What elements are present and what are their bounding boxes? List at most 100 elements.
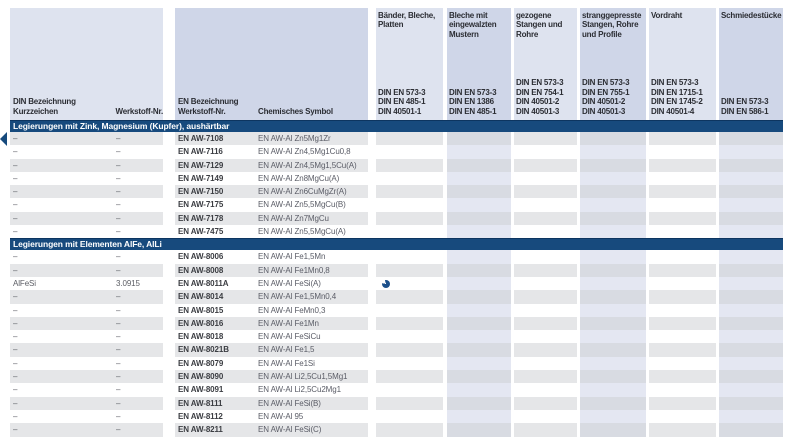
column-gutter [163,410,175,423]
din-standard-cell [376,132,443,146]
din-standard-cell [580,171,646,186]
cell-en-symbol: EN AW-7150 EN AW-Al Zn6CuMgZr(A) [175,185,368,199]
din-standard-cell [514,250,577,264]
en-werkstoff-nr-value: EN AW-8091 [178,385,224,395]
column-gutter [163,290,175,303]
din-kurzzeichen-value: – [13,187,18,197]
column-header-din-bezeichnung: DIN Bezeichnung Kurzzeichen [13,97,76,116]
chemisches-symbol-value: EN AW-Al Zn6CuMgZr(A) [258,187,347,197]
din-standard-cell [649,290,716,304]
din-standard-cell [447,225,511,239]
din-standard-cell [447,356,511,371]
cell-din-werkstoff: – – [10,409,163,424]
din-kurzzeichen-value: – [13,398,18,408]
din-standard-cell [649,303,716,317]
en-werkstoff-nr-value: EN AW-8079 [178,358,224,368]
din-standard-cell [514,396,577,410]
din-standard-cell [376,423,443,437]
chemisches-symbol-value: EN AW-Al Zn4,5Mg1Cu0,8 [258,147,351,157]
chemisches-symbol-value: EN AW-Al FeSi(B) [258,398,321,408]
table-row: – – EN AW-8090 EN AW-Al Li2,5Cu1,5Mg1 [10,370,783,384]
en-werkstoff-nr-value: EN AW-8014 [178,292,224,302]
en-werkstoff-nr-value: EN AW-7175 [178,200,224,210]
din-standard-cell [719,383,783,397]
cell-din-werkstoff: – – [10,132,163,146]
section-header: Legierungen mit Elementen AlFe, AlLi [10,238,783,251]
en-werkstoff-nr-value: EN AW-8016 [178,318,224,328]
din-kurzzeichen-value: – [13,332,18,342]
din-standard-cell [447,303,511,317]
werkstoff-nr-value: 3.0915 [116,278,140,288]
din-standard-cell [514,370,577,384]
cell-din-werkstoff: – – [10,225,163,239]
din-kurzzeichen-value: – [13,227,18,237]
chemisches-symbol-value: EN AW-Al Fe1,5Mn [258,252,326,262]
din-standard-cell [649,316,716,331]
din-standard-cell [514,198,577,212]
din-standard-cell [580,356,646,371]
din-standard-cell [447,145,511,159]
din-standard-cell [649,145,716,159]
cell-en-symbol: EN AW-7116 EN AW-Al Zn4,5Mg1Cu0,8 [175,145,368,159]
cell-din-werkstoff: – – [10,145,163,159]
row-pointer-icon [0,131,7,146]
chemisches-symbol-value: EN AW-Al Li2,5Cu1,5Mg1 [258,372,348,382]
table-body: Legierungen mit Zink, Magnesium (Kupfer)… [10,120,783,437]
cell-en-symbol: EN AW-8021B EN AW-Al Fe1,5 [175,343,368,357]
din-standard-cell [719,423,783,437]
cell-en-symbol: EN AW-8079 EN AW-Al Fe1Si [175,356,368,371]
din-standard-cell [514,316,577,331]
column-gutter [368,330,376,343]
column-gutter [163,370,175,383]
cell-din-werkstoff: – – [10,356,163,371]
chemisches-symbol-value: EN AW-Al Fe1Si [258,358,315,368]
din-standard-cell [580,145,646,159]
werkstoff-nr-value: – [116,200,121,210]
table-row: – – EN AW-8091 EN AW-Al Li2,5Cu2Mg1 [10,383,783,397]
werkstoff-nr-value: – [116,332,121,342]
cell-en-symbol: EN AW-8014 EN AW-Al Fe1,5Mn0,4 [175,290,368,304]
din-standard-cell [580,383,646,397]
table-row: – – EN AW-8016 EN AW-Al Fe1Mn [10,316,783,331]
din-standard-cell [580,198,646,212]
din-column-header: Vordraht DIN EN 573-3 DIN EN 1715-1 DIN E… [649,8,716,120]
din-standard-cell [719,290,783,304]
column-gutter [368,159,376,172]
din-standard-cell [649,132,716,146]
din-standard-cell [376,383,443,397]
din-column-standards: DIN EN 573-3 DIN EN 1715-1 DIN EN 1745-2… [651,78,703,116]
en-werkstoff-nr-value: EN AW-7178 [178,213,224,223]
cell-din-werkstoff: – – [10,198,163,212]
en-werkstoff-nr-value: EN AW-7149 [178,173,224,183]
werkstoff-nr-value: – [116,385,121,395]
din-standard-cell [719,250,783,264]
din-column-title: gezogene Stangen und Rohre [516,11,563,39]
chemisches-symbol-value: EN AW-Al FeSi(A) [258,278,321,288]
din-standard-cell [447,343,511,357]
column-gutter [163,330,175,343]
din-standard-cell [580,370,646,384]
din-standard-cell [580,276,646,291]
column-gutter [368,304,376,317]
din-standard-cell [376,356,443,371]
werkstoff-nr-value: – [116,398,121,408]
din-standard-cell [447,330,511,344]
column-header-chemisches-symbol: Chemisches Symbol [258,106,333,116]
cell-en-symbol: EN AW-8011A EN AW-Al FeSi(A) [175,276,368,291]
column-gutter [163,343,175,356]
din-standard-cell [514,276,577,291]
column-gutter [163,172,175,185]
table-row: – – EN AW-8008 EN AW-Al Fe1Mn0,8 [10,263,783,277]
werkstoff-nr-value: – [116,345,121,355]
cell-din-werkstoff: – – [10,290,163,304]
chemisches-symbol-value: EN AW-Al Fe1,5 [258,345,315,355]
table-row: – – EN AW-7129 EN AW-Al Zn4,5Mg1,5Cu(A) [10,158,783,172]
din-standard-cell [719,158,783,172]
cell-en-symbol: EN AW-8006 EN AW-Al Fe1,5Mn [175,250,368,264]
column-header-en-bezeichnung: EN Bezeichnung Werkstoff-Nr. [178,97,239,116]
din-standard-cell [649,185,716,199]
din-standard-cell [447,158,511,172]
din-standard-cell [514,132,577,146]
table-row: – – EN AW-7116 EN AW-Al Zn4,5Mg1Cu0,8 [10,145,783,159]
din-column-title: Vordraht [651,11,683,20]
